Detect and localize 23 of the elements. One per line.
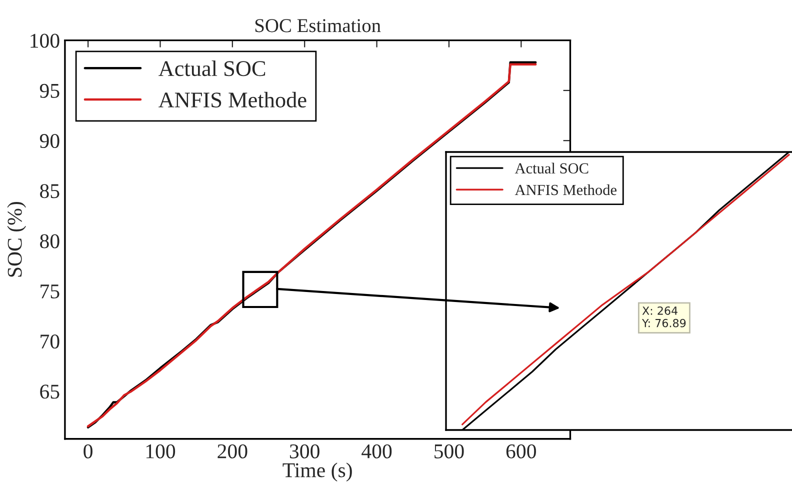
y-tick-label: 75 <box>40 284 60 298</box>
y-tick-label: 85 <box>40 184 60 198</box>
x-tick-label: 200 <box>218 444 248 458</box>
y-tick-label: 90 <box>40 134 60 148</box>
chart-title: SOC Estimation <box>255 19 381 32</box>
x-axis-title: Time (s) <box>282 462 352 482</box>
x-tick-label: 100 <box>146 444 176 458</box>
y-tick-label: 95 <box>40 84 60 98</box>
y-tick-label: 80 <box>40 234 60 248</box>
legend-label: Actual SOC <box>514 162 588 174</box>
x-tick-label: 600 <box>506 444 536 458</box>
y-axis-title: SOC (%) <box>7 202 26 277</box>
annotation: X: 264 Y: 76.89 <box>642 306 686 328</box>
x-tick-label: 300 <box>290 444 320 458</box>
y-tick-label: 70 <box>40 334 60 349</box>
x-tick-label: 0 <box>84 444 92 458</box>
y-tick-label: 65 <box>40 384 60 399</box>
legend-label: ANFIS Methode <box>158 92 306 108</box>
legend-label: ANFIS Methode <box>514 184 616 196</box>
y-tick-label: 100 <box>30 34 60 48</box>
x-tick-label: 400 <box>362 444 392 458</box>
x-tick-label: 500 <box>434 444 464 458</box>
legend-label: Actual SOC <box>158 60 266 76</box>
